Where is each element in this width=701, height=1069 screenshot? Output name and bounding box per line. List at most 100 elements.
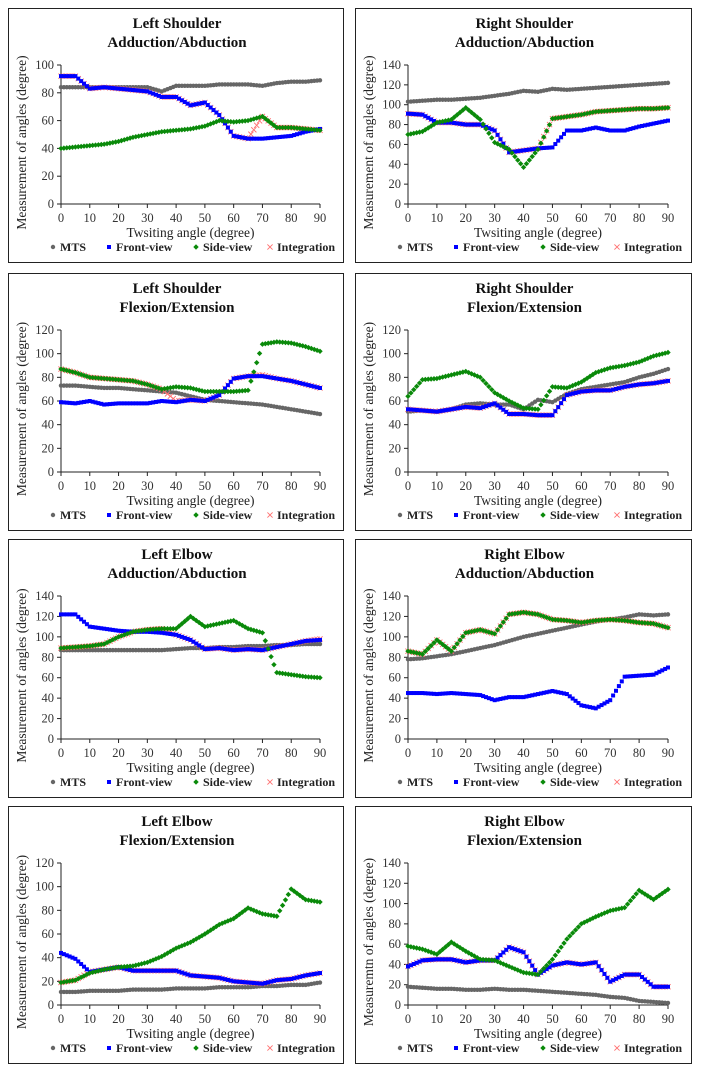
y-tick-label: 80 xyxy=(389,917,402,931)
x-tick-label: 40 xyxy=(517,479,530,493)
data-point-front-view xyxy=(469,122,474,127)
data-point-front-view xyxy=(274,376,279,381)
data-point-front-view xyxy=(289,133,294,138)
data-point-front-view xyxy=(527,412,532,417)
data-point-side-view xyxy=(104,639,110,646)
data-point-side-view xyxy=(552,952,559,958)
data-point-front-view xyxy=(82,399,87,404)
data-point-side-view xyxy=(81,973,87,979)
data-point-side-view xyxy=(535,146,541,153)
data-point-front-view xyxy=(251,647,256,652)
data-point-front-view xyxy=(547,145,552,150)
data-point-front-view xyxy=(515,948,520,953)
data-point-side-view xyxy=(489,386,495,393)
chart-svg: Right Elbow Adduction/Abduction 0 20 40 60 80 1… xyxy=(361,547,682,789)
x-tick-label: 10 xyxy=(84,479,97,493)
data-point-front-view xyxy=(64,400,69,405)
data-point-side-view xyxy=(457,637,463,643)
data-point-front-view xyxy=(625,127,630,132)
data-point-front-view xyxy=(162,399,167,404)
data-point-front-view xyxy=(538,413,543,418)
data-point-front-view xyxy=(637,972,642,977)
x-tick-label: 10 xyxy=(84,1012,97,1026)
data-point-side-view xyxy=(205,122,211,128)
data-point-front-view xyxy=(492,128,497,133)
data-point-side-view xyxy=(633,619,639,625)
data-point-side-view xyxy=(457,944,463,951)
data-point-side-view xyxy=(408,390,414,396)
data-point-front-view xyxy=(130,401,135,406)
data-point-front-view xyxy=(666,984,670,989)
data-point-side-view xyxy=(61,979,67,985)
data-point-side-view xyxy=(439,374,446,380)
data-point-front-view xyxy=(110,86,115,91)
data-point-front-view xyxy=(533,412,538,417)
x-tick-label: 40 xyxy=(170,1012,183,1026)
data-point-side-view xyxy=(445,941,452,948)
data-point-front-view xyxy=(530,963,535,968)
data-point-front-view xyxy=(208,105,213,110)
chart-title-line2: Adduction/Abduction xyxy=(455,566,595,582)
data-point-front-view xyxy=(116,86,121,91)
data-point-mts xyxy=(665,80,671,86)
data-point-side-view xyxy=(411,944,417,951)
data-point-side-view xyxy=(78,974,84,981)
data-point-front-view xyxy=(640,123,644,128)
data-point-side-view xyxy=(251,369,257,375)
data-point-front-view xyxy=(547,689,552,694)
data-point-front-view xyxy=(271,135,276,140)
legend-item-side-view: Side-view xyxy=(540,1041,600,1055)
data-point-front-view xyxy=(472,692,477,697)
data-point-side-view xyxy=(477,627,483,633)
data-point-front-view xyxy=(294,640,299,645)
data-point-side-view xyxy=(619,617,625,624)
data-point-front-view xyxy=(142,968,147,973)
data-point-front-view xyxy=(625,674,630,679)
data-point-front-view xyxy=(159,630,164,635)
x-axis-label: Twsiting angle (degree) xyxy=(474,225,602,240)
data-point-front-view xyxy=(498,696,503,701)
data-point-side-view xyxy=(202,123,208,129)
data-point-side-view xyxy=(546,615,553,622)
data-point-side-view xyxy=(225,388,231,395)
legend-label: Integration xyxy=(624,240,682,254)
data-point-front-view xyxy=(495,403,500,408)
data-point-front-view xyxy=(128,401,133,406)
x-tick-label: 0 xyxy=(58,1012,64,1026)
data-point-front-view xyxy=(585,961,590,966)
data-point-front-view xyxy=(504,409,509,414)
data-point-front-view xyxy=(576,128,581,133)
data-point-front-view xyxy=(544,967,549,972)
data-point-side-view xyxy=(182,618,188,625)
data-point-side-view xyxy=(176,384,182,390)
data-point-front-view xyxy=(455,691,460,696)
data-point-side-view xyxy=(408,944,414,950)
y-tick-label: 20 xyxy=(42,974,55,988)
y-tick-label: 140 xyxy=(35,589,54,603)
data-point-side-view xyxy=(216,388,222,395)
data-point-front-view xyxy=(237,135,242,140)
x-tick-label: 10 xyxy=(84,211,97,225)
data-point-front-view xyxy=(315,385,320,390)
data-point-side-view xyxy=(277,908,283,914)
data-point-front-view xyxy=(501,141,506,146)
x-tick-label: 0 xyxy=(405,1012,411,1026)
data-point-front-view xyxy=(582,127,587,132)
data-point-front-view xyxy=(119,628,124,633)
y-tick-label: 140 xyxy=(382,58,401,72)
series-side-view xyxy=(405,104,671,170)
data-point-front-view xyxy=(550,963,555,968)
x-tick-label: 40 xyxy=(170,746,183,760)
data-point-side-view xyxy=(460,369,466,375)
data-point-side-view xyxy=(130,378,136,384)
data-point-front-view xyxy=(309,972,314,977)
data-point-front-view xyxy=(280,977,285,982)
data-point-front-view xyxy=(614,976,618,981)
y-tick-label: 60 xyxy=(42,394,55,408)
data-point-front-view xyxy=(432,409,436,414)
data-point-side-view xyxy=(282,897,289,903)
chart-svg: Right Shoulder Adduction/Abduction 0 20 40 60… xyxy=(361,16,682,254)
x-tick-label: 0 xyxy=(405,479,411,493)
data-point-side-view xyxy=(636,359,642,365)
x-tick-label: 60 xyxy=(227,1012,240,1026)
